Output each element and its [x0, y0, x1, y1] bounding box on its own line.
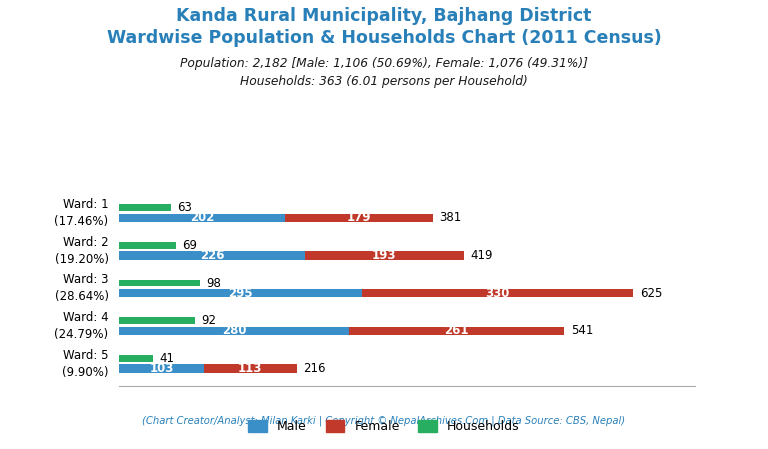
Bar	[119, 251, 305, 260]
Text: 41: 41	[159, 352, 174, 365]
Bar	[305, 251, 464, 260]
Text: (Chart Creator/Analyst: Milan Karki | Copyright © NepalArchives.Com | Data Sourc: (Chart Creator/Analyst: Milan Karki | Co…	[142, 415, 626, 426]
Bar	[119, 317, 195, 324]
Bar	[349, 327, 564, 335]
Bar	[119, 280, 200, 286]
Text: 381: 381	[439, 211, 462, 224]
Bar	[285, 214, 432, 222]
Text: 541: 541	[571, 324, 593, 337]
Text: 92: 92	[201, 314, 217, 327]
Text: Wardwise Population & Households Chart (2011 Census): Wardwise Population & Households Chart (…	[107, 29, 661, 47]
Legend: Male, Female, Households: Male, Female, Households	[243, 415, 525, 438]
Text: 113: 113	[238, 362, 263, 375]
Text: 202: 202	[190, 211, 214, 224]
Bar	[119, 355, 153, 362]
Text: 226: 226	[200, 249, 224, 262]
Text: 216: 216	[303, 362, 326, 375]
Text: 625: 625	[640, 287, 662, 299]
Text: 261: 261	[445, 324, 469, 337]
Text: 330: 330	[485, 287, 510, 299]
Bar	[119, 327, 349, 335]
Text: 295: 295	[228, 287, 253, 299]
Text: Population: 2,182 [Male: 1,106 (50.69%), Female: 1,076 (49.31%)]: Population: 2,182 [Male: 1,106 (50.69%),…	[180, 57, 588, 70]
Bar	[119, 204, 170, 211]
Text: 193: 193	[372, 249, 396, 262]
Bar	[119, 364, 204, 373]
Text: 280: 280	[222, 324, 247, 337]
Text: 63: 63	[177, 201, 192, 214]
Text: Kanda Rural Municipality, Bajhang District: Kanda Rural Municipality, Bajhang Distri…	[177, 7, 591, 25]
Text: 98: 98	[207, 277, 221, 290]
Text: 419: 419	[470, 249, 493, 262]
Text: 179: 179	[346, 211, 371, 224]
Bar	[362, 289, 634, 297]
Bar	[119, 289, 362, 297]
Bar	[119, 214, 285, 222]
Text: 69: 69	[182, 239, 197, 252]
Text: 103: 103	[149, 362, 174, 375]
Bar	[204, 364, 296, 373]
Text: Households: 363 (6.01 persons per Household): Households: 363 (6.01 persons per Househ…	[240, 75, 528, 88]
Bar	[119, 242, 176, 249]
